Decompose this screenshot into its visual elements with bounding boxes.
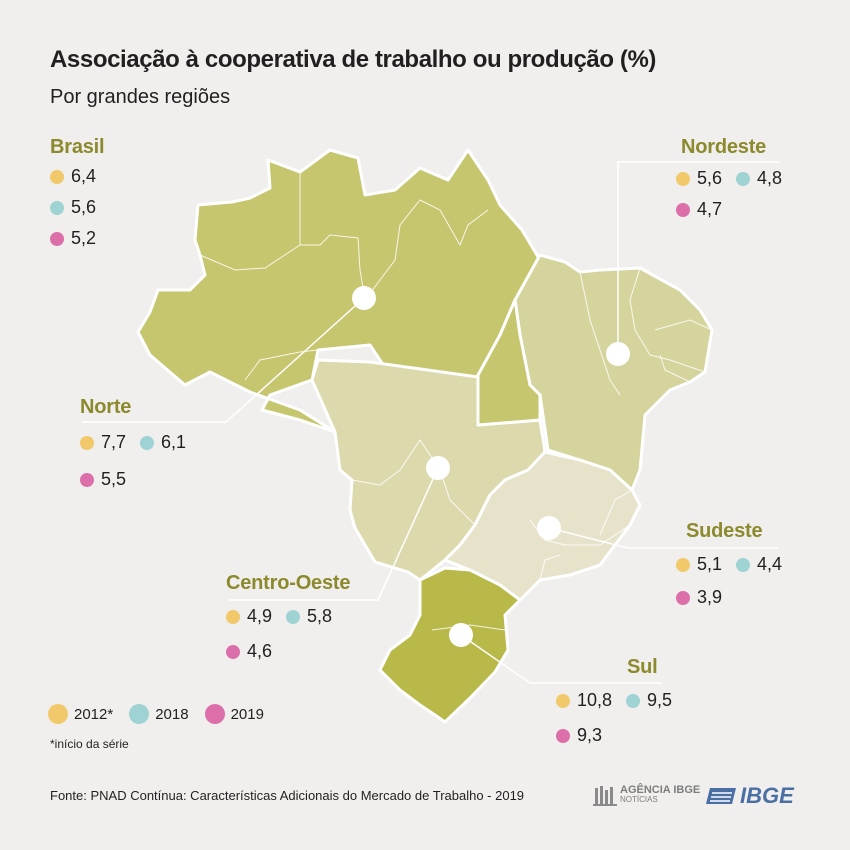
centrooeste-value-2012: 4,9 (247, 606, 273, 626)
norte-value-2012: 7,7 (101, 432, 127, 452)
legend: 2012* 2018 2019 (48, 704, 280, 724)
dot-2012 (676, 171, 690, 186)
norte-value-2019: 5,5 (101, 469, 127, 489)
dot-2018 (736, 557, 751, 572)
sudeste-value-2019: 3,9 (697, 587, 723, 607)
region-block-sul: Sul 10,8 9,5 9,3 (556, 656, 686, 751)
dot-2019 (556, 728, 570, 743)
legend-label-2018: 2018 (155, 705, 189, 723)
brasil-value-2012: 6,4 (71, 166, 97, 186)
footnote: *início da série (50, 737, 129, 751)
region-label-sul: Sul (627, 656, 658, 678)
dot-2018 (736, 171, 751, 186)
leader-lines (82, 161, 780, 684)
dot-2012 (50, 169, 64, 184)
dot-2019 (676, 590, 690, 605)
dot-2012 (80, 435, 94, 450)
sul-value-2018: 9,5 (647, 690, 673, 710)
marker-norte[interactable] (352, 286, 376, 310)
region-block-centrooeste: Centro-Oeste 4,9 5,8 4,6 (226, 572, 350, 667)
leader-sudeste (548, 527, 778, 549)
nordeste-value-2018: 4,8 (757, 168, 783, 188)
region-label-sudeste: Sudeste (686, 520, 763, 542)
legend-dot-2018 (129, 704, 150, 724)
region-block-brasil: Brasil 6,4 5,6 5,2 (50, 136, 110, 254)
agencia-building-icon (593, 786, 617, 806)
region-markers (352, 286, 630, 647)
region-label-brasil: Brasil (50, 136, 105, 158)
ibge-logo[interactable]: IBGE (706, 783, 794, 809)
agencia-logo-line2: NOTÍCIAS (620, 795, 658, 804)
dot-2018 (140, 435, 155, 450)
marker-nordeste[interactable] (606, 342, 630, 366)
dot-2019 (226, 644, 240, 659)
dot-2018 (286, 609, 301, 624)
dot-2018 (50, 200, 64, 215)
legend-label-2019: 2019 (230, 705, 264, 723)
nordeste-value-2019: 4,7 (697, 199, 723, 219)
norte-value-2018: 6,1 (161, 432, 187, 452)
region-label-centrooeste: Centro-Oeste (226, 572, 351, 594)
dot-2019 (50, 231, 64, 246)
leader-centrooeste (228, 467, 439, 601)
leader-norte (82, 297, 365, 423)
dot-2019 (676, 202, 690, 217)
region-label-nordeste: Nordeste (681, 136, 767, 158)
marker-centrooeste[interactable] (426, 456, 450, 480)
chart-subtitle: Por grandes regiões (50, 86, 231, 108)
dot-2018 (626, 693, 641, 708)
agencia-ibge-logo[interactable]: AGÊNCIA IBGE NOTÍCIAS (593, 784, 700, 806)
region-label-norte: Norte (80, 396, 132, 418)
region-norte-tocantins (476, 298, 542, 427)
ibge-emblem-icon (706, 788, 736, 804)
region-sul[interactable] (378, 566, 522, 724)
dot-2012 (556, 693, 570, 708)
marker-sul[interactable] (449, 623, 473, 647)
brasil-value-2019: 5,2 (71, 228, 97, 248)
region-block-norte: Norte 7,7 6,1 5,5 (80, 396, 200, 495)
dot-2012 (676, 557, 690, 572)
legend-label-2012: 2012* (74, 705, 114, 723)
brasil-value-2018: 5,6 (71, 197, 97, 217)
leader-nordeste (617, 161, 780, 354)
agencia-logo-line1: AGÊNCIA IBGE (620, 784, 701, 796)
sudeste-value-2018: 4,4 (757, 554, 783, 574)
sul-value-2019: 9,3 (577, 725, 603, 745)
region-block-sudeste: Sudeste 5,1 4,4 3,9 (676, 520, 796, 613)
source-note: Fonte: PNAD Contínua: Características Ad… (50, 788, 525, 803)
marker-sudeste[interactable] (537, 516, 561, 540)
legend-dot-2012 (48, 704, 68, 724)
leader-sul (460, 634, 662, 684)
centrooeste-value-2018: 5,8 (307, 606, 333, 626)
sul-value-2012: 10,8 (577, 690, 613, 710)
ibge-logo-text: IBGE (740, 783, 794, 808)
legend-dot-2019 (204, 704, 225, 724)
dot-2012 (226, 609, 240, 624)
region-norte[interactable] (136, 148, 542, 434)
centrooeste-value-2019: 4,6 (247, 641, 273, 661)
chart-title: Associação à cooperativa de trabalho ou … (50, 46, 657, 73)
region-block-nordeste: Nordeste 5,6 4,8 4,7 (676, 136, 796, 225)
nordeste-value-2012: 5,6 (697, 168, 723, 188)
dot-2019 (80, 472, 94, 487)
sudeste-value-2012: 5,1 (697, 554, 723, 574)
